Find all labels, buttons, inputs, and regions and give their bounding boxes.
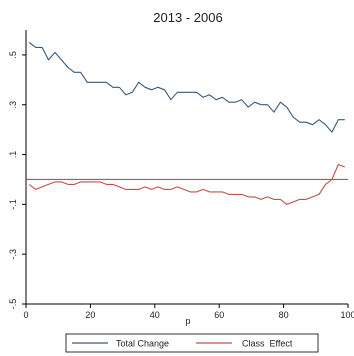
x-tick-label: 80 (279, 310, 289, 320)
x-tick-label: 40 (150, 310, 160, 320)
legend-label: Total Change (116, 339, 169, 349)
series-class-effect-line (28, 163, 345, 205)
legend-box (65, 333, 319, 353)
x-tick-label: 20 (85, 310, 95, 320)
x-tick-label: 60 (214, 310, 224, 320)
x-axis-label: p (185, 316, 190, 326)
legend: Total Change Class Effect (65, 333, 319, 353)
x-tick-label: 0 (23, 310, 28, 320)
y-tick-label: -.5 (8, 299, 18, 310)
series-total-change-line (28, 42, 345, 133)
y-tick-label: .1 (8, 151, 18, 159)
y-axis: .5 .3 .1 -.1 -.3 -.5 (8, 51, 26, 309)
legend-label: Class Effect (242, 339, 293, 349)
x-tick-label: 100 (340, 310, 354, 320)
y-tick-label: -.1 (8, 199, 18, 210)
y-tick-label: .3 (8, 101, 18, 109)
series-lines (28, 42, 345, 205)
chart-title: 2013 - 2006 (153, 10, 222, 25)
x-axis: 0 20 40 60 80 100 (23, 304, 354, 320)
y-tick-label: .5 (8, 51, 18, 59)
y-tick-label: -.3 (8, 249, 18, 260)
plot-area (25, 30, 348, 305)
